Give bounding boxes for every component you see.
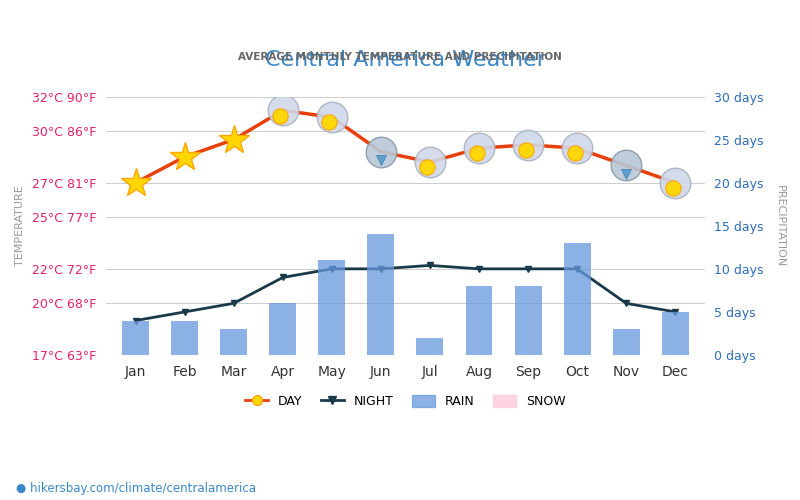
Text: ● hikersbay.com/climate/centralamerica: ● hikersbay.com/climate/centralamerica bbox=[16, 482, 256, 495]
Bar bbox=[564, 243, 590, 355]
Bar bbox=[122, 320, 149, 355]
Bar bbox=[417, 338, 443, 355]
Bar bbox=[466, 286, 493, 355]
Bar bbox=[613, 329, 640, 355]
Bar bbox=[514, 286, 542, 355]
Legend: DAY, NIGHT, RAIN, SNOW: DAY, NIGHT, RAIN, SNOW bbox=[241, 390, 570, 413]
Bar bbox=[662, 312, 689, 355]
Bar bbox=[367, 234, 394, 355]
Bar bbox=[318, 260, 346, 355]
Y-axis label: TEMPERATURE: TEMPERATURE bbox=[15, 186, 25, 266]
Bar bbox=[220, 329, 247, 355]
Y-axis label: PRECIPITATION: PRECIPITATION bbox=[775, 184, 785, 267]
Text: AVERAGE MONTHLY TEMPERATURE AND PRECIPITATION: AVERAGE MONTHLY TEMPERATURE AND PRECIPIT… bbox=[238, 52, 562, 62]
Bar bbox=[270, 304, 296, 355]
Title: Central America Weather: Central America Weather bbox=[265, 50, 546, 70]
Bar bbox=[171, 320, 198, 355]
